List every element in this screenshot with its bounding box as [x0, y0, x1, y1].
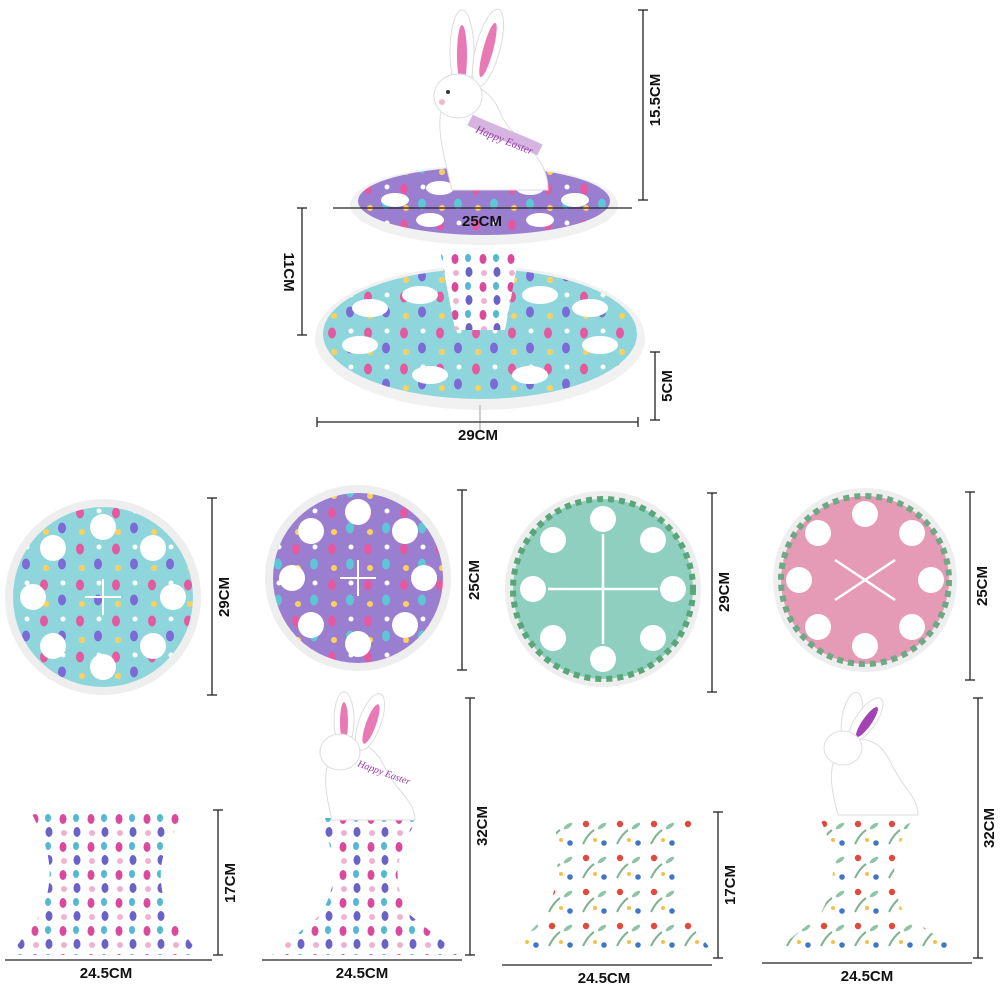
dim-plate-2: 25CM	[466, 560, 483, 600]
dim-stand-1-height: 17CM	[222, 863, 239, 903]
dimension-plate-2: 25CM	[457, 489, 483, 671]
dimension-bottom-tier: 29CM	[316, 417, 639, 444]
dim-plate-4: 25CM	[974, 566, 991, 606]
bunny-topper: Happy Easter	[433, 8, 549, 191]
dimension-plate-4: 25CM	[965, 491, 991, 681]
stand-floral-bunny	[770, 691, 965, 955]
dimension-base-height: 5CM	[650, 351, 676, 421]
dim-topper-height: 15.5CM	[647, 74, 664, 127]
dim-plate-3: 29CM	[716, 572, 733, 612]
dim-plate-1: 29CM	[216, 577, 233, 617]
plate-pink-floral	[773, 488, 957, 672]
dimension-stand-3-width: 24.5CM	[502, 964, 712, 987]
dim-top-tier-diameter: 25CM	[462, 213, 502, 230]
dimension-stand-2-width: 24.5CM	[262, 959, 462, 982]
dim-stand-2-height: 32CM	[474, 806, 491, 846]
dimension-tier-gap: 11CM	[280, 207, 307, 336]
dim-stand-2-width: 24.5CM	[336, 965, 389, 982]
dim-bottom-tier-diameter: 29CM	[458, 427, 498, 444]
plate-mint-floral	[505, 491, 701, 687]
dim-stand-1-width: 24.5CM	[80, 965, 133, 982]
dimension-stand-2-height: 32CM	[465, 697, 491, 956]
dim-stand-4-width: 24.5CM	[841, 968, 894, 985]
dimension-stand-3-height: 17CM	[713, 811, 739, 959]
dimension-stand-1-height: 17CM	[213, 809, 239, 956]
stand-egg-bunny: Happy Easter	[272, 691, 460, 955]
stand-floral-base	[510, 812, 715, 955]
stand-egg-base	[10, 810, 200, 955]
dim-tier-gap: 11CM	[280, 252, 297, 291]
dim-stand-3-height: 17CM	[722, 865, 739, 905]
plate-blue-egg	[5, 499, 201, 695]
dimension-stand-4-height: 32CM	[973, 697, 998, 959]
dimension-topper-height: 15.5CM	[638, 9, 664, 201]
dimension-stand-1-width: 24.5CM	[5, 959, 212, 982]
dim-base-height: 5CM	[659, 370, 676, 402]
plate-purple-egg	[265, 485, 451, 671]
dimension-top-tier: 25CM	[333, 207, 632, 230]
dimension-plate-1: 29CM	[207, 497, 233, 696]
dimension-plate-3: 29CM	[707, 492, 733, 693]
dimension-stand-4-width: 24.5CM	[762, 962, 972, 985]
dim-stand-4-height: 32CM	[981, 808, 998, 848]
dim-stand-3-width: 24.5CM	[578, 970, 631, 987]
assembled-cake-stand: Happy Easter	[315, 8, 645, 430]
